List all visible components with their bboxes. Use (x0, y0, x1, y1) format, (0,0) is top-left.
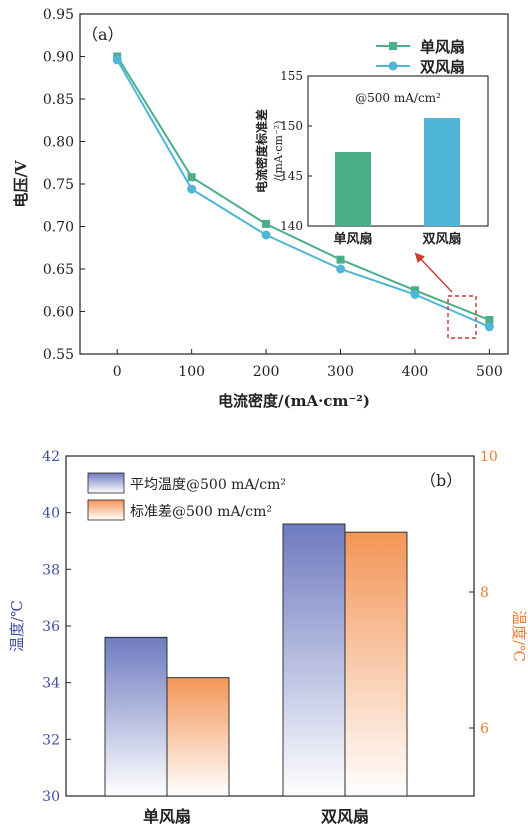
chart-a-x-tick-label: 300 (327, 364, 354, 380)
chart-b-left-tick-label: 40 (42, 506, 60, 522)
series-1-point (484, 322, 494, 332)
legend-a-label-single: 单风扇 (420, 38, 465, 56)
inset-y-tick-label: 150 (280, 119, 303, 133)
inset-y-tick-label: 145 (280, 169, 303, 183)
series-1-point (261, 230, 271, 240)
legend-a-label-double: 双风扇 (420, 58, 465, 76)
chart-a-y-tick-label: 0.70 (43, 220, 74, 236)
chart-b: 30 32 34 36 38 40 42 6 8 10 单风扇 双风扇 （b） 温度/℃ 温度/℃… (8, 449, 528, 826)
legend-b-swatch-std (87, 499, 125, 521)
inset-x-tick-label: 单风扇 (333, 231, 372, 247)
bar-mean-temperature (104, 636, 168, 797)
highlight-box (447, 295, 477, 339)
chart-b-left-tick-label: 36 (42, 619, 60, 635)
chart-b-x-ticks: 单风扇 双风扇 (143, 791, 369, 826)
chart-b-left-tick-label: 38 (42, 562, 60, 578)
chart-a-y-tick-label: 0.85 (43, 92, 74, 108)
chart-a-x-tick-label: 500 (476, 364, 503, 380)
chart-a-x-tick-label: 200 (253, 364, 280, 380)
inset-y-label-line2: /(mA·cm⁻²) (272, 121, 285, 182)
chart-b-panel-label: （b） (420, 471, 462, 490)
bar-std-temperature (344, 531, 408, 797)
legend-a-marker-double (388, 61, 398, 71)
chart-a-y-axis-label: 电压/V (12, 160, 30, 207)
legend-b-label-std: 标准差@500 mA/cm² (130, 504, 272, 520)
bar-mean-temperature (282, 523, 346, 797)
chart-a-x-tick-label: 0 (113, 364, 122, 380)
chart-b-legend: 平均温度@500 mA/cm² 标准差@500 mA/cm² (87, 472, 286, 521)
chart-a-panel-label: （a） (82, 25, 124, 44)
series-1-point (410, 290, 420, 299)
chart-a-y-tick-label: 0.75 (43, 177, 74, 193)
inset-bar (335, 152, 371, 226)
chart-a-legend: 单风扇 双风扇 (376, 38, 465, 76)
series-0-point (336, 255, 345, 264)
inset-y-tick-label: 155 (280, 69, 303, 83)
legend-a-marker-single (389, 42, 397, 50)
chart-a-x-tick-label: 100 (178, 364, 205, 380)
chart-a-y-tick-label: 0.65 (43, 262, 74, 278)
chart-b-left-axis-label: 温度/℃ (8, 600, 26, 652)
highlight-arrow (414, 252, 453, 293)
chart-b-right-tick-label: 10 (480, 449, 498, 465)
inset-x-tick-label: 双风扇 (422, 231, 461, 247)
chart-b-left-tick-label: 42 (42, 449, 60, 465)
chart-a-y-tick-label: 0.60 (43, 305, 74, 321)
chart-b-right-axis-label: 温度/℃ (510, 610, 528, 662)
series-1-point (187, 184, 197, 194)
series-1-point (112, 55, 122, 65)
chart-a-y-tick-label: 0.95 (43, 7, 74, 23)
chart-a-x-ticks: 0 100 200 300 400 500 (113, 349, 503, 380)
chart-b-left-tick-label: 30 (42, 789, 60, 805)
chart-b-right-tick-label: 6 (480, 721, 489, 737)
chart-a-series (112, 52, 494, 332)
series-0-point (485, 316, 494, 324)
legend-b-label-mean: 平均温度@500 mA/cm² (130, 477, 286, 493)
series-line-1 (116, 59, 490, 328)
legend-b-swatch-mean (87, 472, 125, 494)
chart-b-bars (104, 523, 408, 797)
chart-b-left-ticks: 30 32 34 36 38 40 42 (42, 449, 71, 805)
chart-b-right-tick-label: 8 (480, 585, 489, 601)
series-line-0 (116, 55, 490, 321)
chart-a-x-tick-label: 400 (402, 364, 429, 380)
chart-a-y-tick-label: 0.80 (43, 135, 74, 151)
inset-bar (424, 118, 460, 226)
chart-b-right-ticks: 6 8 10 (469, 449, 498, 737)
chart-a-y-ticks: 0.55 0.60 0.65 0.70 0.75 0.80 0.85 0.90 0.95 (43, 7, 85, 363)
inset-y-ticks: 140 145 150 155 (280, 69, 312, 233)
chart-b-x-tick-label: 单风扇 (143, 807, 191, 826)
chart-a: 0.55 0.60 0.65 0.70 0.75 0.80 0.85 0.90 0.95 0 10… (12, 7, 509, 410)
chart-b-x-tick-label: 双风扇 (321, 807, 369, 826)
chart-a-y-tick-label: 0.90 (43, 50, 74, 66)
inset-title: @500 mA/cm² (355, 91, 441, 105)
chart-a-x-axis-label: 电流密度/(mA·cm⁻²) (218, 392, 370, 410)
series-0-point (262, 219, 271, 228)
inset-y-tick-label: 140 (280, 219, 303, 233)
chart-b-left-tick-label: 34 (42, 676, 60, 692)
chart-b-left-tick-label: 32 (42, 732, 60, 748)
series-0-point (187, 173, 196, 182)
chart-a-y-tick-label: 0.55 (43, 347, 74, 363)
bar-std-temperature (166, 677, 230, 797)
inset-y-label-line1: 电流密度标准差 (254, 109, 269, 193)
inset-bars: 单风扇 双风扇 (333, 118, 462, 247)
series-1-point (336, 264, 346, 274)
